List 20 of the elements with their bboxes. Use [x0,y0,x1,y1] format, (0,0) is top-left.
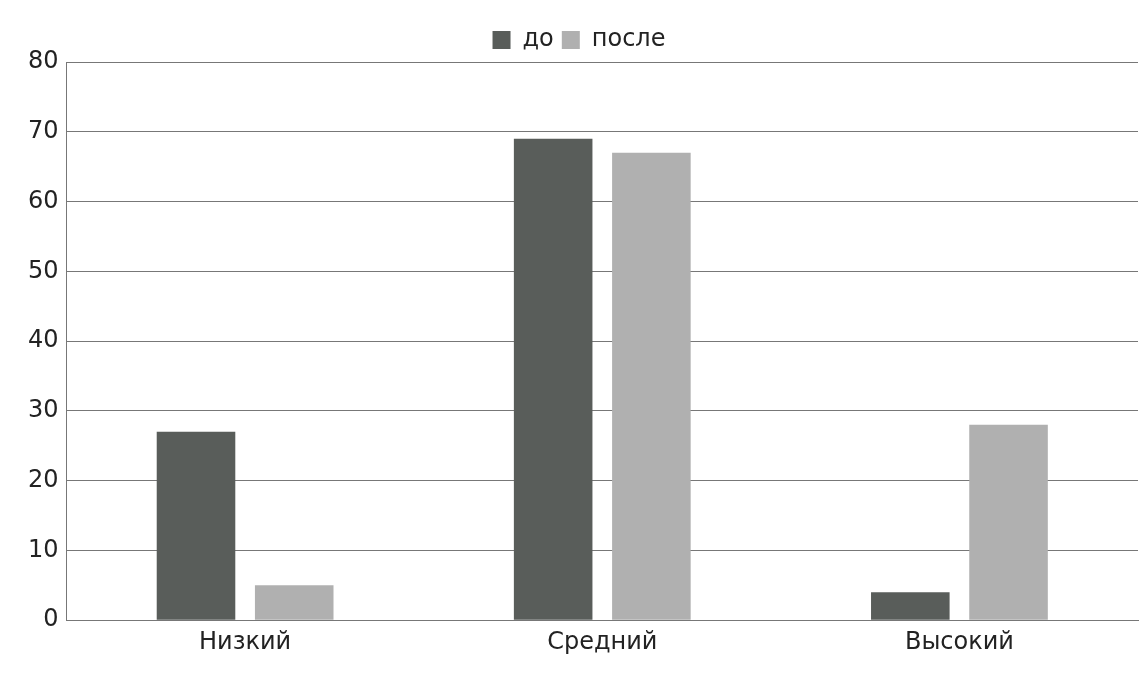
bar [513,138,593,620]
y-tick-label: 50 [27,255,59,284]
x-tick-label: Низкий [199,626,292,655]
y-tick-label: 60 [27,185,59,214]
y-tick-label: 70 [27,116,59,145]
bar [156,431,236,620]
legend-label: до [522,24,554,53]
bar [871,592,950,620]
x-tick-label: Высокий [904,626,1014,655]
bar [612,152,691,620]
bar [254,585,334,620]
y-tick-label: 80 [27,46,59,75]
y-tick-label: 0 [43,604,59,633]
y-tick-label: 10 [27,534,59,563]
legend-label: после [591,24,666,53]
y-tick-label: 40 [27,325,59,354]
y-tick-label: 30 [27,395,59,424]
x-tick-label: Средний [547,626,658,655]
bar [969,424,1048,620]
y-tick-label: 20 [27,464,59,493]
